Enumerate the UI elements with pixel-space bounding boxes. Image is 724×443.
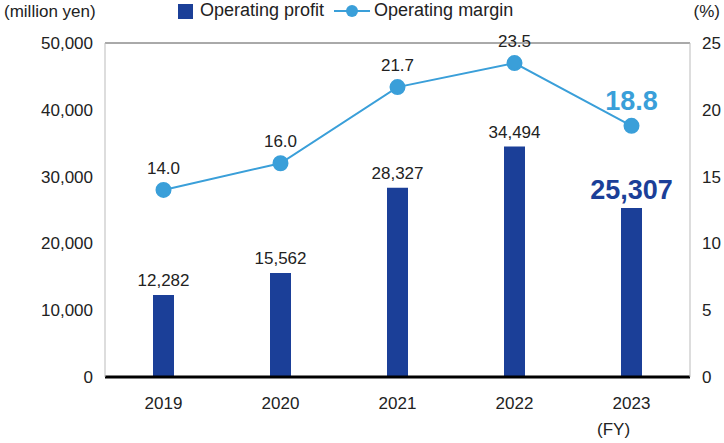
svg-text:2020: 2020 bbox=[262, 394, 300, 413]
svg-text:25: 25 bbox=[702, 34, 716, 53]
svg-text:10,000: 10,000 bbox=[41, 301, 93, 320]
html-text:Operating profit: Operating profit bbox=[200, 0, 325, 20]
svg-text:20,000: 20,000 bbox=[41, 234, 93, 253]
svg-text:34,494: 34,494 bbox=[489, 123, 541, 142]
svg-text:23.5: 23.5 bbox=[498, 32, 531, 51]
svg-text:14.0: 14.0 bbox=[147, 159, 180, 178]
svg-text:18.8: 18.8 bbox=[605, 86, 658, 116]
svg-text:30,000: 30,000 bbox=[41, 168, 93, 187]
svg-text:2023: 2023 bbox=[613, 394, 651, 413]
svg-text:50,000: 50,000 bbox=[41, 34, 93, 53]
svg-text:2022: 2022 bbox=[496, 394, 534, 413]
svg-text:28,327: 28,327 bbox=[372, 164, 424, 183]
svg-text:10: 10 bbox=[702, 234, 716, 253]
svg-text:40,000: 40,000 bbox=[41, 101, 93, 120]
svg-text:2019: 2019 bbox=[145, 394, 183, 413]
html-text:Operating margin: Operating margin bbox=[374, 0, 514, 20]
html-text:(million yen): (million yen) bbox=[4, 2, 96, 21]
svg-text:0: 0 bbox=[84, 368, 93, 387]
svg-text:25,307: 25,307 bbox=[590, 175, 673, 205]
svg-text:15: 15 bbox=[702, 168, 716, 187]
svg-text:2021: 2021 bbox=[379, 394, 417, 413]
svg-text:5: 5 bbox=[702, 301, 711, 320]
svg-text:21.7: 21.7 bbox=[381, 56, 414, 75]
svg-text:15,562: 15,562 bbox=[255, 249, 307, 268]
svg-text:16.0: 16.0 bbox=[264, 132, 297, 151]
html-text:(FY): (FY) bbox=[597, 420, 630, 439]
svg-text:12,282: 12,282 bbox=[138, 271, 190, 290]
svg-text:20: 20 bbox=[702, 101, 716, 120]
svg-text:0: 0 bbox=[702, 368, 711, 387]
